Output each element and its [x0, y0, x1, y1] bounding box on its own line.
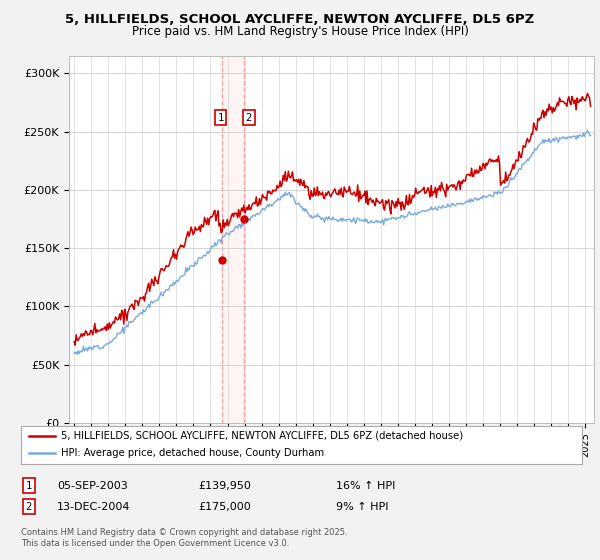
- Text: Price paid vs. HM Land Registry's House Price Index (HPI): Price paid vs. HM Land Registry's House …: [131, 25, 469, 38]
- Text: £139,950: £139,950: [198, 480, 251, 491]
- Text: 2: 2: [246, 113, 252, 123]
- Text: 5, HILLFIELDS, SCHOOL AYCLIFFE, NEWTON AYCLIFFE, DL5 6PZ: 5, HILLFIELDS, SCHOOL AYCLIFFE, NEWTON A…: [65, 13, 535, 26]
- Text: 5, HILLFIELDS, SCHOOL AYCLIFFE, NEWTON AYCLIFFE, DL5 6PZ (detached house): 5, HILLFIELDS, SCHOOL AYCLIFFE, NEWTON A…: [61, 431, 464, 441]
- Text: 13-DEC-2004: 13-DEC-2004: [57, 502, 131, 512]
- Bar: [222, 56, 244, 423]
- Text: 2: 2: [26, 502, 32, 512]
- Text: 05-SEP-2003: 05-SEP-2003: [57, 480, 128, 491]
- Text: 9% ↑ HPI: 9% ↑ HPI: [336, 502, 389, 512]
- Text: £175,000: £175,000: [198, 502, 251, 512]
- Text: 16% ↑ HPI: 16% ↑ HPI: [336, 480, 395, 491]
- Text: HPI: Average price, detached house, County Durham: HPI: Average price, detached house, Coun…: [61, 449, 325, 459]
- Text: 1: 1: [26, 480, 32, 491]
- Text: 1: 1: [217, 113, 223, 123]
- Text: Contains HM Land Registry data © Crown copyright and database right 2025.
This d: Contains HM Land Registry data © Crown c…: [21, 528, 347, 548]
